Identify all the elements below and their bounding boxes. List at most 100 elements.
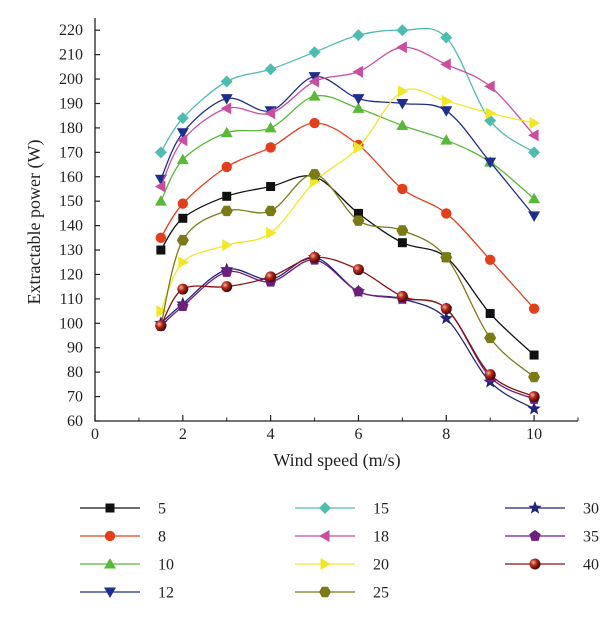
data-point-20 <box>529 117 541 130</box>
data-point-8 <box>177 198 189 209</box>
data-point-10 <box>440 134 453 145</box>
series-line-35 <box>160 259 535 400</box>
series-line-25 <box>160 173 535 378</box>
data-point-10 <box>352 102 365 113</box>
x-tick-label: 0 <box>91 426 99 443</box>
data-point-10 <box>154 195 167 206</box>
data-point-5 <box>485 309 495 319</box>
data-point-20 <box>485 107 497 120</box>
x-tick-label: 6 <box>354 426 362 443</box>
y-tick-label: 120 <box>59 266 83 283</box>
legend-label: 20 <box>373 557 389 574</box>
series-line-18 <box>160 46 535 187</box>
data-point-15 <box>528 146 541 159</box>
data-point-40 <box>484 369 496 381</box>
legend-item-18: 18 <box>295 529 389 546</box>
data-point-40 <box>265 271 277 283</box>
data-point-20 <box>353 141 365 154</box>
data-point-40 <box>155 320 167 332</box>
legend-label: 15 <box>373 501 389 518</box>
legend-marker-40 <box>529 558 541 570</box>
legend-item-12: 12 <box>80 585 174 602</box>
series-5 <box>156 172 539 360</box>
data-point-25 <box>440 252 453 263</box>
data-point-35 <box>221 266 233 277</box>
legend-item-30: 30 <box>505 501 599 518</box>
data-point-30 <box>439 311 453 325</box>
data-point-40 <box>352 264 364 276</box>
y-axis-label: Extractable power (W) <box>24 140 45 305</box>
data-point-5 <box>529 350 539 360</box>
legend-marker-8 <box>104 530 116 542</box>
data-point-25 <box>484 332 497 344</box>
y-tick-label: 80 <box>67 364 83 381</box>
legend-label: 5 <box>158 501 166 518</box>
data-point-12 <box>176 128 189 139</box>
data-point-20 <box>222 239 233 252</box>
legend-item-35: 35 <box>505 529 599 546</box>
data-point-40 <box>396 290 408 302</box>
data-point-40 <box>309 251 321 263</box>
data-point-8 <box>441 208 452 219</box>
data-point-25 <box>528 371 541 383</box>
y-tick-label: 220 <box>59 22 83 39</box>
legend-item-5: 5 <box>80 501 166 518</box>
legend-item-40: 40 <box>505 557 599 574</box>
x-tick-label: 2 <box>179 426 187 443</box>
data-point-18 <box>440 58 451 71</box>
data-point-20 <box>266 226 277 239</box>
series-line-40 <box>160 256 535 398</box>
x-tick-label: 4 <box>267 426 275 443</box>
y-tick-label: 140 <box>59 218 83 235</box>
legend-item-10: 10 <box>80 557 174 574</box>
axis-lines <box>94 18 578 422</box>
legend-label: 12 <box>158 585 174 602</box>
data-point-40 <box>528 391 540 403</box>
data-point-18 <box>396 41 407 54</box>
data-point-18 <box>220 102 232 115</box>
data-point-40 <box>177 283 189 295</box>
data-point-8 <box>309 117 320 129</box>
plot-area <box>154 24 541 415</box>
data-point-12 <box>352 94 365 105</box>
data-point-5 <box>397 238 407 248</box>
data-point-18 <box>176 134 188 147</box>
data-point-12 <box>528 211 541 222</box>
legend-marker-10 <box>104 558 116 569</box>
legend-item-20: 20 <box>295 557 389 574</box>
series-30 <box>154 250 541 415</box>
data-point-15 <box>396 24 409 37</box>
data-point-15 <box>440 31 453 44</box>
data-point-8 <box>397 183 408 195</box>
series-18 <box>154 41 539 193</box>
data-point-8 <box>528 303 540 314</box>
data-point-10 <box>264 121 277 133</box>
data-point-20 <box>156 305 167 318</box>
y-tick-label: 110 <box>60 291 83 308</box>
series-line-15 <box>160 27 535 153</box>
series-line-12 <box>160 75 535 217</box>
data-point-10 <box>396 119 409 130</box>
y-tick-label: 150 <box>59 193 83 210</box>
data-point-25 <box>220 205 233 217</box>
legend-label: 8 <box>158 529 166 546</box>
y-tick-label: 210 <box>59 47 83 64</box>
data-point-10 <box>528 192 541 204</box>
data-point-8 <box>484 254 496 265</box>
legend-label: 30 <box>583 501 599 518</box>
data-point-12 <box>308 72 321 83</box>
legend-item-15: 15 <box>295 501 389 518</box>
data-point-5 <box>222 191 232 201</box>
data-point-25 <box>264 205 277 217</box>
series-line-30 <box>160 256 535 410</box>
legend: 5 8 10 12 15 18 20 25 30 35 40 <box>80 501 599 602</box>
y-tick-label: 160 <box>59 169 83 186</box>
data-point-18 <box>154 180 166 193</box>
data-point-12 <box>220 94 233 105</box>
data-point-18 <box>484 80 495 93</box>
data-point-8 <box>221 161 232 173</box>
data-point-15 <box>154 146 167 159</box>
data-point-40 <box>221 281 233 293</box>
series-line-5 <box>160 175 535 356</box>
data-point-15 <box>308 46 321 59</box>
